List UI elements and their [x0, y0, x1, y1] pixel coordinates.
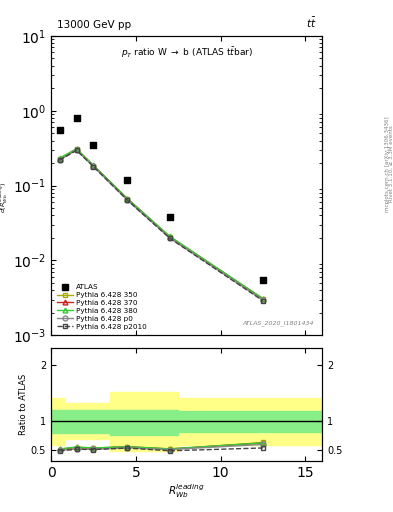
Point [57, 126, 63, 134]
Point [124, 176, 130, 184]
Point [260, 276, 266, 284]
Text: Rivet 3.1.10, ≥ 3.3M events: Rivet 3.1.10, ≥ 3.3M events [389, 125, 393, 202]
Text: $p_T$ ratio W $\rightarrow$ b (ATLAS t$\bar{t}$bar): $p_T$ ratio W $\rightarrow$ b (ATLAS t$\… [121, 45, 253, 60]
Point [167, 213, 173, 221]
X-axis label: $R_{Wb}^{leading}$: $R_{Wb}^{leading}$ [169, 482, 205, 500]
Text: $t\bar{t}$: $t\bar{t}$ [307, 16, 317, 30]
Point [90, 141, 97, 149]
Y-axis label: Ratio to ATLAS: Ratio to ATLAS [19, 374, 28, 435]
Text: mcplots.cern.ch [arXiv:1306.3436]: mcplots.cern.ch [arXiv:1306.3436] [385, 116, 389, 211]
Point [73, 114, 80, 122]
Y-axis label: $\frac{d\sigma}{d(R_{Wb}^{leading})}$ [pb]: $\frac{d\sigma}{d(R_{Wb}^{leading})}$ [p… [0, 159, 10, 212]
Text: 13000 GeV pp: 13000 GeV pp [57, 20, 130, 30]
Text: ATLAS_2020_I1801434: ATLAS_2020_I1801434 [242, 321, 314, 326]
Legend: ATLAS, Pythia 6.428 350, Pythia 6.428 370, Pythia 6.428 380, Pythia 6.428 p0, Py: ATLAS, Pythia 6.428 350, Pythia 6.428 37… [55, 282, 149, 332]
